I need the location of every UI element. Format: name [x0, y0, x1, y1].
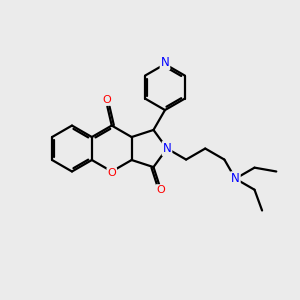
Text: O: O: [102, 95, 111, 105]
Text: N: N: [160, 56, 169, 69]
Text: N: N: [163, 142, 171, 155]
Text: O: O: [157, 185, 165, 195]
Text: N: N: [231, 172, 240, 185]
Text: O: O: [107, 168, 116, 178]
